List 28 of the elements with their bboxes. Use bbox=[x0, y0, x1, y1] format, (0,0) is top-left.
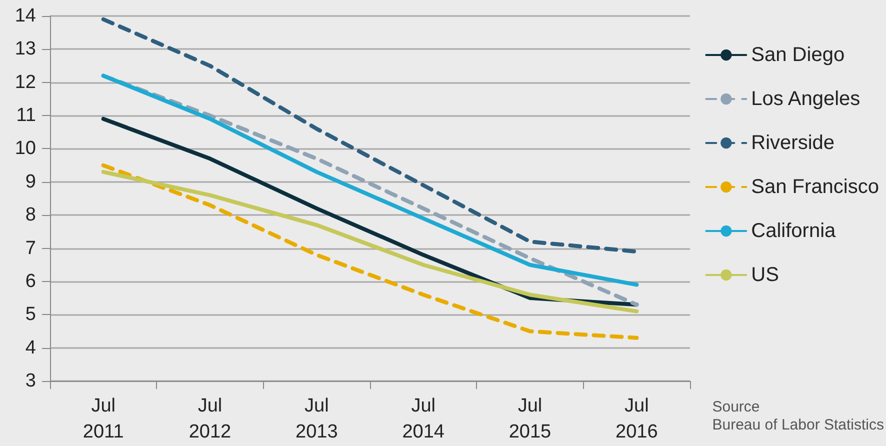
y-tick-label: 3 bbox=[25, 370, 36, 392]
y-tick-label: 6 bbox=[25, 270, 36, 292]
legend-label: San Diego bbox=[751, 44, 845, 66]
x-tick-label: Jul 2011 bbox=[82, 396, 124, 442]
y-tick-label: 14 bbox=[14, 6, 36, 26]
legend-label: US bbox=[751, 264, 779, 286]
legend-label: Los Angeles bbox=[751, 88, 860, 110]
legend-label: California bbox=[751, 220, 837, 242]
x-tick-label: Jul 2015 bbox=[508, 396, 552, 442]
x-tick-label: Jul 2013 bbox=[296, 396, 338, 442]
y-tick-label: 9 bbox=[25, 171, 36, 192]
legend-label: San Francisco bbox=[751, 176, 880, 198]
y-tick-label: 4 bbox=[25, 337, 36, 358]
y-tick-label: 10 bbox=[14, 138, 36, 160]
y-tick-label: 13 bbox=[14, 38, 36, 60]
legend-label: Riverside bbox=[751, 132, 835, 154]
x-tick-label: Jul 2012 bbox=[188, 396, 232, 442]
line-series bbox=[101, 17, 639, 254]
y-tick-label: 7 bbox=[25, 238, 36, 259]
x-tick-label: Jul 2014 bbox=[402, 396, 445, 442]
y-tick-label: 11 bbox=[16, 105, 36, 126]
y-tick-label: 5 bbox=[25, 304, 36, 326]
y-tick-label: 12 bbox=[14, 72, 36, 93]
line-series bbox=[101, 163, 639, 340]
source-note: Source Bureau of Labor Statistics bbox=[712, 398, 884, 434]
y-tick-label: 8 bbox=[25, 204, 36, 226]
x-tick-label: Jul 2016 bbox=[616, 396, 658, 442]
line-series bbox=[101, 170, 639, 314]
